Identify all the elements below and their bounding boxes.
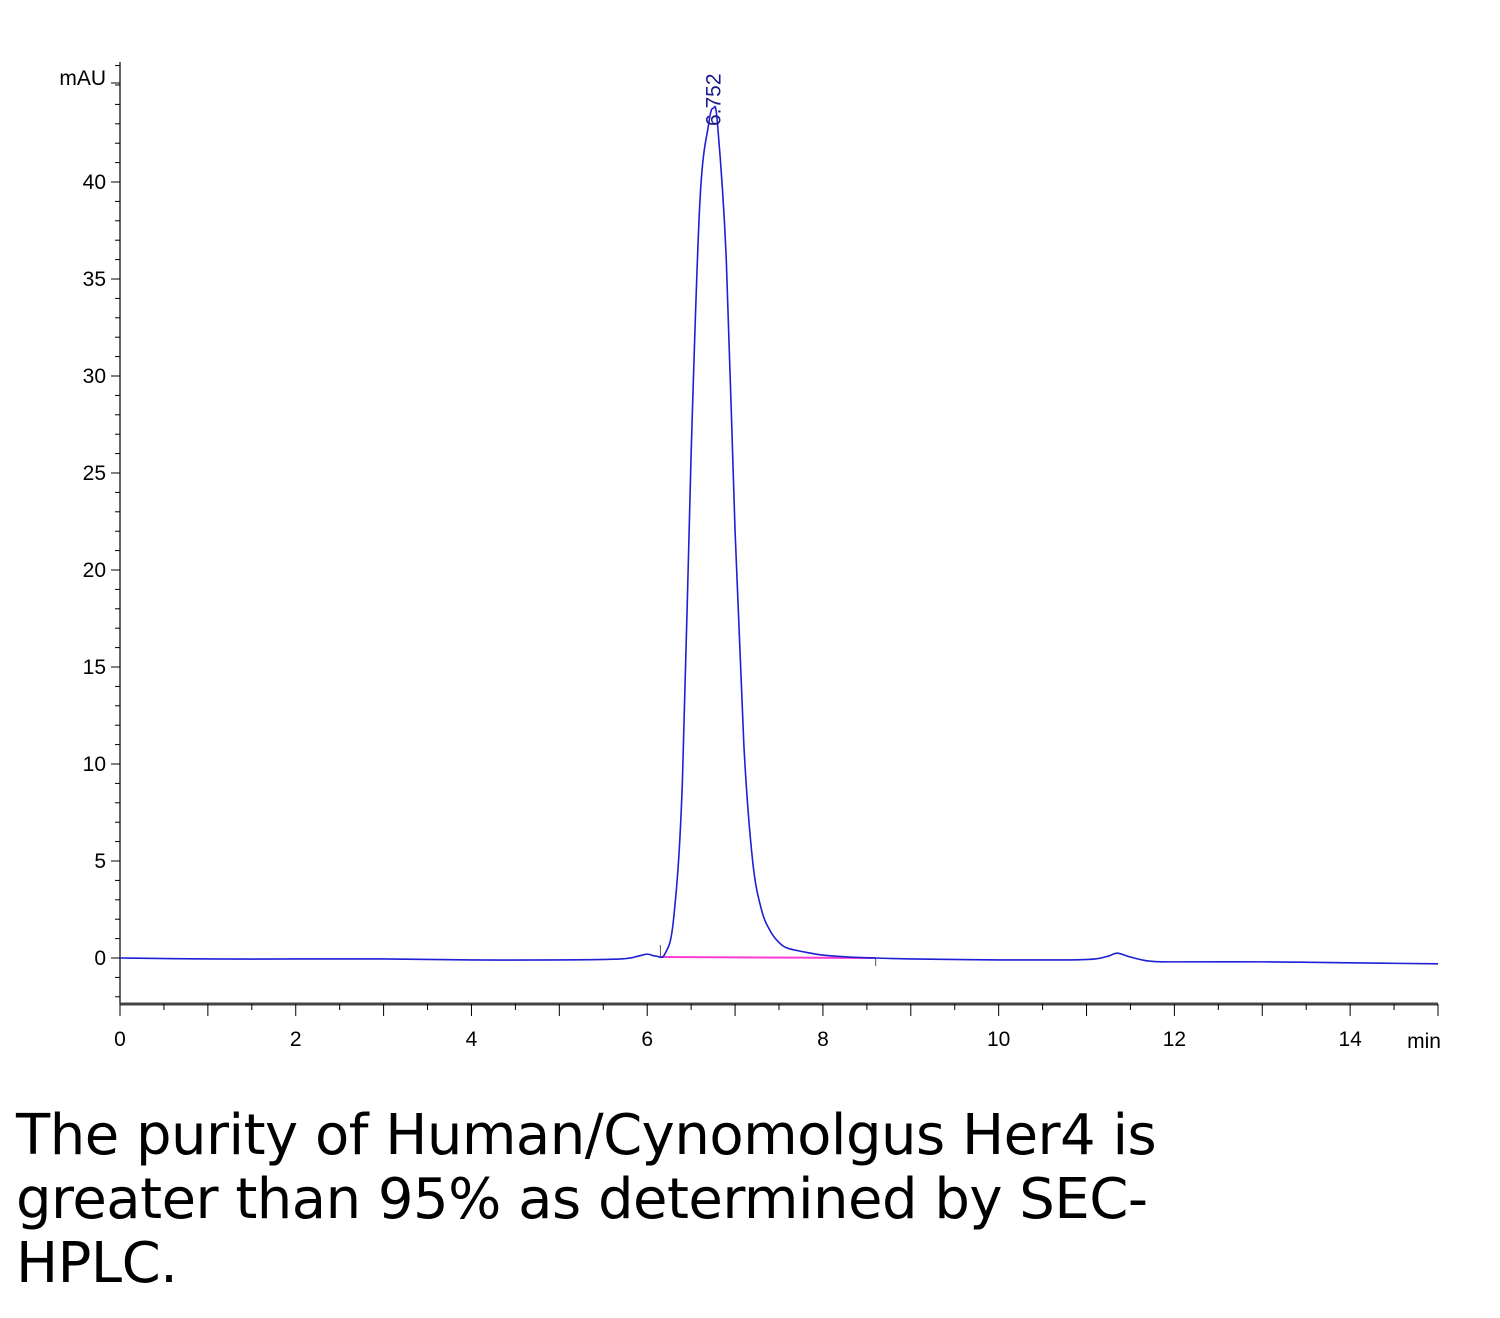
- x-axis-unit-label: min: [1407, 1030, 1441, 1053]
- chart-axes: [111, 62, 1439, 1016]
- x-tick-label: 12: [1163, 1028, 1186, 1051]
- chromatogram-trace: [119, 105, 1439, 965]
- x-tick-label: 14: [1338, 1028, 1362, 1051]
- peak-retention-time-label: 6.752: [702, 73, 725, 126]
- x-tick-label: 4: [466, 1028, 478, 1051]
- y-tick-label: 25: [83, 462, 106, 485]
- chart-labels: 0 5 10 15 20 25 30 35 40 mAU 0 2 4 6 8 10 12 14 min 6.752: [59, 67, 1441, 1053]
- integration-baseline: [660, 956, 876, 959]
- y-axis-unit-label: mAU: [59, 67, 106, 90]
- y-tick-label: 5: [94, 850, 106, 873]
- y-tick-label: 20: [83, 559, 106, 582]
- x-tick-label: 8: [817, 1028, 829, 1051]
- y-tick-label: 40: [83, 171, 106, 194]
- y-tick-label: 15: [83, 656, 106, 679]
- chromatogram-chart: 0 5 10 15 20 25 30 35 40 mAU 0 2 4 6 8 10 12 14 min 6.752: [59, 62, 1441, 1053]
- y-tick-label: 30: [83, 365, 106, 388]
- x-tick-label: 6: [641, 1028, 653, 1051]
- figure-caption: The purity of Human/Cynomolgus Her4 is g…: [16, 1103, 1157, 1296]
- chart-series: [119, 105, 1439, 966]
- y-tick-label: 10: [83, 753, 106, 776]
- y-tick-label: 35: [83, 268, 106, 291]
- x-tick-label: 10: [987, 1028, 1010, 1051]
- x-tick-label: 2: [290, 1028, 302, 1051]
- y-tick-label: 0: [94, 947, 106, 970]
- x-tick-label: 0: [114, 1028, 126, 1051]
